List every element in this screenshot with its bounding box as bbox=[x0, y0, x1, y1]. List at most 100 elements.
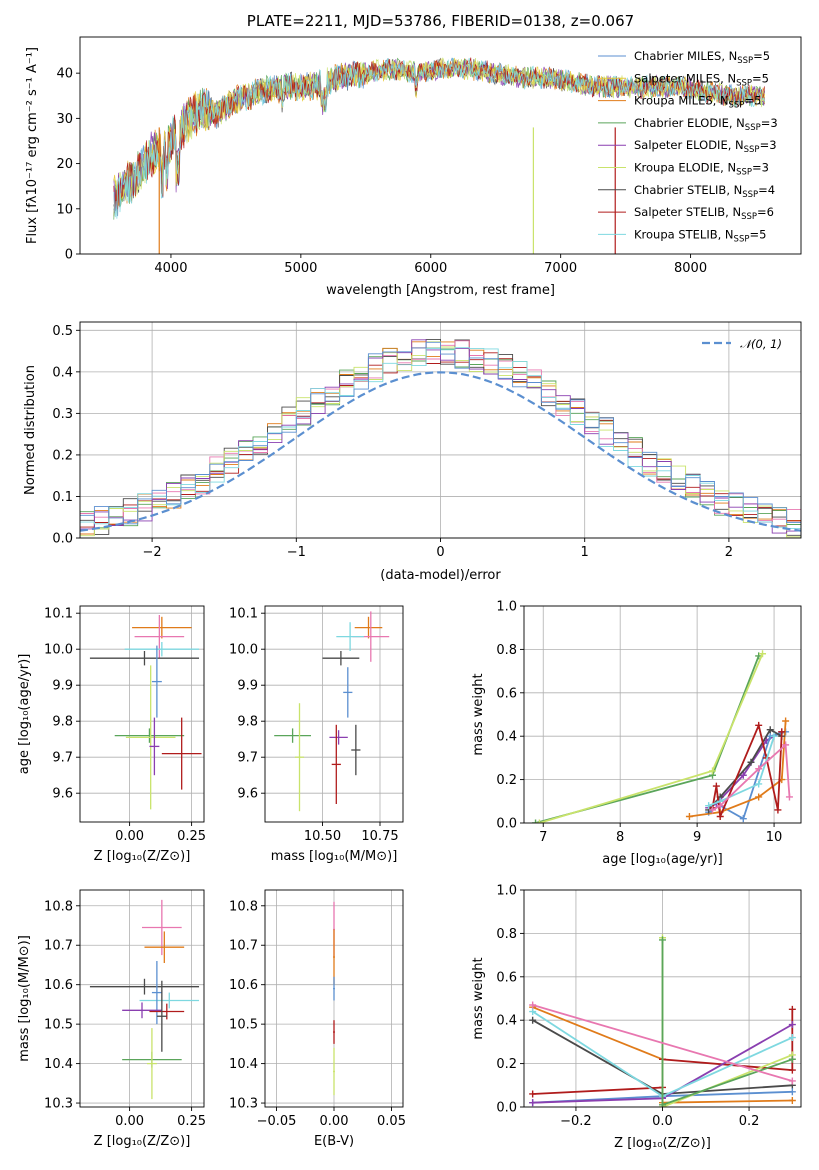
y-tick-label: 10.7 bbox=[229, 939, 258, 954]
weight-point-marker bbox=[788, 1096, 796, 1104]
y-tick-label: 10.7 bbox=[44, 939, 73, 954]
y-axis-label: mass weight bbox=[471, 957, 486, 1039]
y-tick-label: 0.0 bbox=[496, 1101, 517, 1116]
x-tick-label: −2 bbox=[143, 545, 162, 560]
axes-frame bbox=[79, 889, 205, 1108]
y-tick-label: 10.5 bbox=[229, 1018, 258, 1033]
y-axis-label: mass [log₁₀(M/M⊙)] bbox=[17, 935, 32, 1062]
weight-point-marker bbox=[659, 936, 666, 944]
y-axis-label: Normed distribution bbox=[23, 365, 38, 495]
weight-point-marker bbox=[532, 819, 540, 823]
weight-point-marker bbox=[788, 1021, 796, 1029]
weight-point-marker bbox=[747, 758, 755, 766]
plot-area bbox=[333, 901, 335, 1096]
legend-entry: Chabrier ELODIE, NSSP=3 bbox=[634, 116, 778, 133]
chart-2: 0.00 0.25 9.6 9.7 9.8 9.9 10.0 10.1 Z [log₁₀(Z/Z… bbox=[17, 605, 206, 864]
y-tick-label: 0.0 bbox=[52, 532, 73, 547]
axes-frame bbox=[523, 605, 802, 824]
weight-point-marker bbox=[770, 732, 778, 740]
weight-point-marker bbox=[716, 802, 724, 810]
y-tick-label: 0.4 bbox=[496, 1014, 517, 1029]
weight-point-marker bbox=[739, 815, 747, 823]
chart-7: −0.2 0.0 0.2 0.0 0.2 0.4 0.6 0.8 1.0 Z [log₁₀(Z/Z… bbox=[471, 884, 802, 1151]
chart-3: 10.50 10.75 9.6 9.7 9.8 9.9 10.0 10.1 mass [log₁… bbox=[229, 605, 404, 864]
weight-point-marker bbox=[755, 780, 763, 788]
x-tick-label: 4000 bbox=[154, 261, 187, 276]
y-tick-label: 10.8 bbox=[44, 899, 73, 914]
y-tick-label: 9.7 bbox=[52, 751, 73, 766]
plot-area bbox=[89, 899, 200, 1100]
legend-entry: Salpeter MILES, NSSP=5 bbox=[634, 71, 769, 88]
plot-area bbox=[529, 934, 796, 1107]
plot-area bbox=[89, 615, 202, 810]
weight-point-marker bbox=[759, 650, 767, 658]
plot-area bbox=[80, 338, 801, 538]
weight-point-marker bbox=[782, 741, 790, 749]
legend-entry: Salpeter STELIB, NSSP=6 bbox=[634, 205, 774, 222]
y-tick-label: 0.0 bbox=[496, 817, 517, 832]
y-tick-label: 0.1 bbox=[52, 490, 73, 505]
y-tick-label: 1.0 bbox=[496, 600, 517, 615]
weight-point-marker bbox=[755, 793, 763, 801]
weight-point-marker bbox=[766, 726, 774, 734]
weight-point-marker bbox=[782, 717, 790, 725]
plot-area bbox=[113, 57, 765, 254]
y-tick-label: 0.2 bbox=[52, 448, 73, 463]
weight-point-marker bbox=[535, 819, 543, 823]
x-tick-label: 1 bbox=[581, 545, 589, 560]
chart-0: 4000 5000 6000 7000 8000 0 10 20 30 40 wavelength … bbox=[25, 36, 802, 298]
legend-entry: Salpeter ELODIE, NSSP=3 bbox=[634, 138, 777, 155]
y-tick-label: 9.9 bbox=[237, 679, 258, 694]
y-tick-label: 10.0 bbox=[229, 643, 258, 658]
weight-point-marker bbox=[788, 1077, 796, 1085]
weight-series-line bbox=[532, 1004, 793, 1082]
legend-entry: Chabrier STELIB, NSSP=4 bbox=[634, 183, 775, 200]
x-tick-label: 8 bbox=[616, 830, 624, 845]
chart-1: −2 −1 0 1 2 0.0 0.1 0.2 0.3 0.4 0.5 (data-model)/er… bbox=[23, 321, 802, 583]
weight-point-marker bbox=[788, 1066, 796, 1074]
weight-point-marker bbox=[755, 721, 763, 729]
weight-point-marker bbox=[709, 767, 717, 775]
x-tick-label: 0 bbox=[436, 545, 444, 560]
legend-entry: Chabrier MILES, NSSP=5 bbox=[634, 49, 770, 66]
y-tick-label: 10.4 bbox=[229, 1057, 258, 1072]
weight-point-marker bbox=[774, 806, 782, 814]
x-tick-label: 9 bbox=[693, 830, 701, 845]
x-tick-label: 0.25 bbox=[177, 829, 206, 844]
y-tick-label: 10.6 bbox=[229, 978, 258, 993]
y-tick-label: 9.7 bbox=[237, 751, 258, 766]
y-tick-label: 9.8 bbox=[237, 715, 258, 730]
y-tick-label: 10.3 bbox=[229, 1097, 258, 1112]
weight-point-marker bbox=[685, 812, 693, 820]
weight-point-marker bbox=[788, 1055, 796, 1063]
weight-point-marker bbox=[529, 1090, 537, 1098]
weight-point-marker bbox=[712, 782, 720, 790]
x-tick-label: 0.00 bbox=[115, 829, 144, 844]
weight-point-marker bbox=[739, 771, 747, 779]
x-tick-label: 6000 bbox=[414, 261, 447, 276]
x-tick-label: 10 bbox=[766, 830, 783, 845]
weight-point-marker bbox=[529, 1001, 537, 1009]
spectrum-series-line bbox=[113, 57, 765, 219]
weight-point-marker bbox=[755, 765, 763, 773]
chart-4: 7 8 9 10 0.0 0.2 0.4 0.6 0.8 1.0 age [log₁₀(age/yr… bbox=[471, 600, 802, 867]
weight-point-marker bbox=[716, 812, 724, 820]
y-tick-label: 1.0 bbox=[496, 884, 517, 899]
x-tick-label: 8000 bbox=[674, 261, 707, 276]
y-tick-label: 0.2 bbox=[496, 773, 517, 788]
x-axis-label: age [log₁₀(age/yr)] bbox=[602, 852, 723, 867]
legend-entry: Kroupa ELODIE, NSSP=3 bbox=[634, 161, 769, 178]
y-tick-label: 10.4 bbox=[44, 1057, 73, 1072]
x-axis-label: mass [log₁₀(M/M⊙)] bbox=[271, 849, 398, 864]
weight-point-marker bbox=[785, 793, 793, 801]
y-axis-label: age [log₁₀(age/yr)] bbox=[17, 654, 32, 775]
axes-frame bbox=[79, 605, 205, 823]
y-axis-label: mass weight bbox=[471, 673, 486, 755]
weight-point-marker bbox=[788, 1005, 796, 1013]
weight-point-marker bbox=[788, 1088, 796, 1096]
x-tick-label: 7000 bbox=[544, 261, 577, 276]
x-tick-label: 0.00 bbox=[320, 1114, 349, 1129]
y-tick-label: 10.0 bbox=[44, 643, 73, 658]
weight-point-marker bbox=[788, 1034, 796, 1042]
